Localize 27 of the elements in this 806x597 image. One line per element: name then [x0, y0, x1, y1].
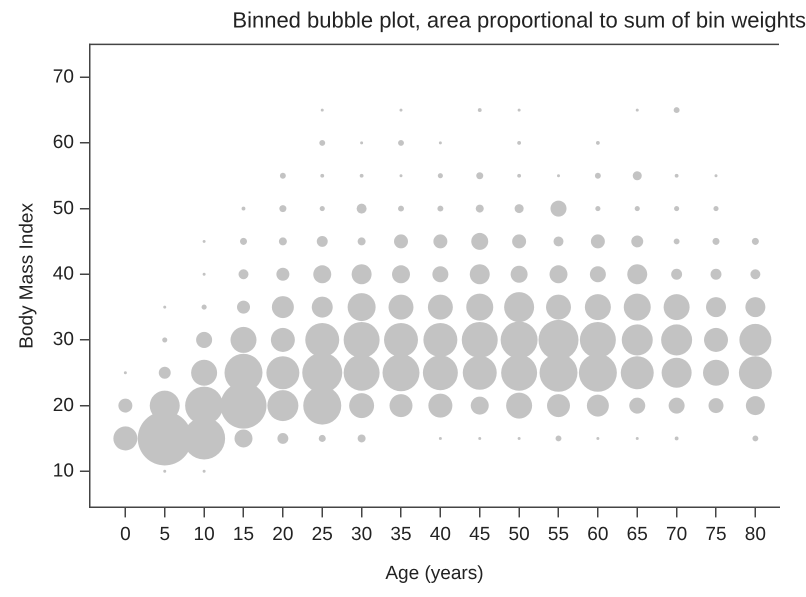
chart-title: Binned bubble plot, area proportional to sum of bin weights: [232, 7, 806, 32]
x-tick-label: 65: [626, 524, 648, 546]
x-tick-label: 35: [390, 524, 412, 546]
x-tick-label: 70: [666, 524, 688, 546]
x-tick-label: 45: [469, 524, 490, 546]
y-tick-label: 50: [52, 198, 74, 219]
y-tick-label: 10: [52, 460, 74, 482]
y-tick-label: 60: [52, 132, 74, 154]
x-tick-label: 40: [430, 524, 451, 546]
x-tick-label: 10: [194, 524, 215, 546]
x-tick-label: 75: [705, 524, 727, 546]
x-axis-title: Age (years): [385, 562, 484, 584]
x-tick-label: 60: [587, 524, 608, 546]
x-tick-label: 20: [272, 524, 294, 546]
y-tick-label: 30: [52, 329, 74, 350]
y-tick-label: 40: [52, 263, 74, 284]
x-tick-label: 30: [351, 524, 372, 546]
x-tick-label: 50: [508, 524, 530, 546]
y-tick-label: 20: [52, 394, 74, 416]
x-tick-label: 80: [744, 524, 766, 546]
x-tick-label: 5: [159, 524, 170, 546]
x-tick-label: 55: [548, 524, 570, 546]
x-tick-label: 15: [232, 524, 254, 546]
y-axis-title: Body Mass Index: [16, 202, 38, 349]
x-tick-label: 0: [120, 524, 131, 546]
x-tick-label: 25: [312, 524, 333, 546]
y-tick-label: 70: [52, 66, 74, 88]
